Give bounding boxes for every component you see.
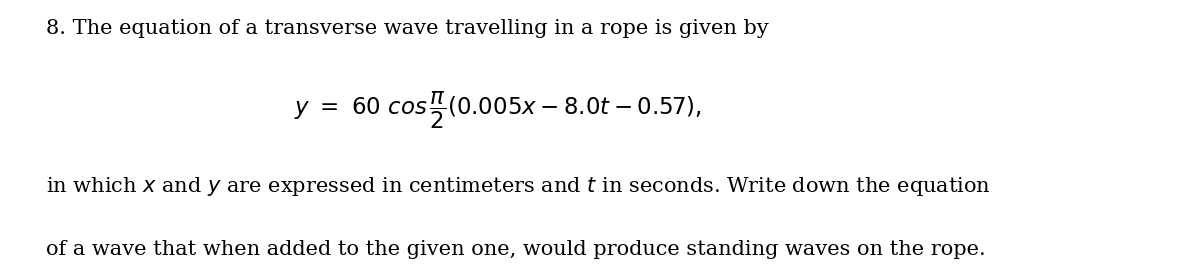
Text: of a wave that when added to the given one, would produce standing waves on the : of a wave that when added to the given o… <box>46 240 985 259</box>
Text: 8. The equation of a transverse wave travelling in a rope is given by: 8. The equation of a transverse wave tra… <box>46 19 768 38</box>
Text: in which $x$ and $y$ are expressed in centimeters and $t$ in seconds. Write down: in which $x$ and $y$ are expressed in ce… <box>46 175 990 198</box>
Text: $y\ =\ 60\ \mathit{cos}\,\dfrac{\pi}{2}(0.005x - 8.0t - 0.57),$: $y\ =\ 60\ \mathit{cos}\,\dfrac{\pi}{2}(… <box>294 90 702 131</box>
